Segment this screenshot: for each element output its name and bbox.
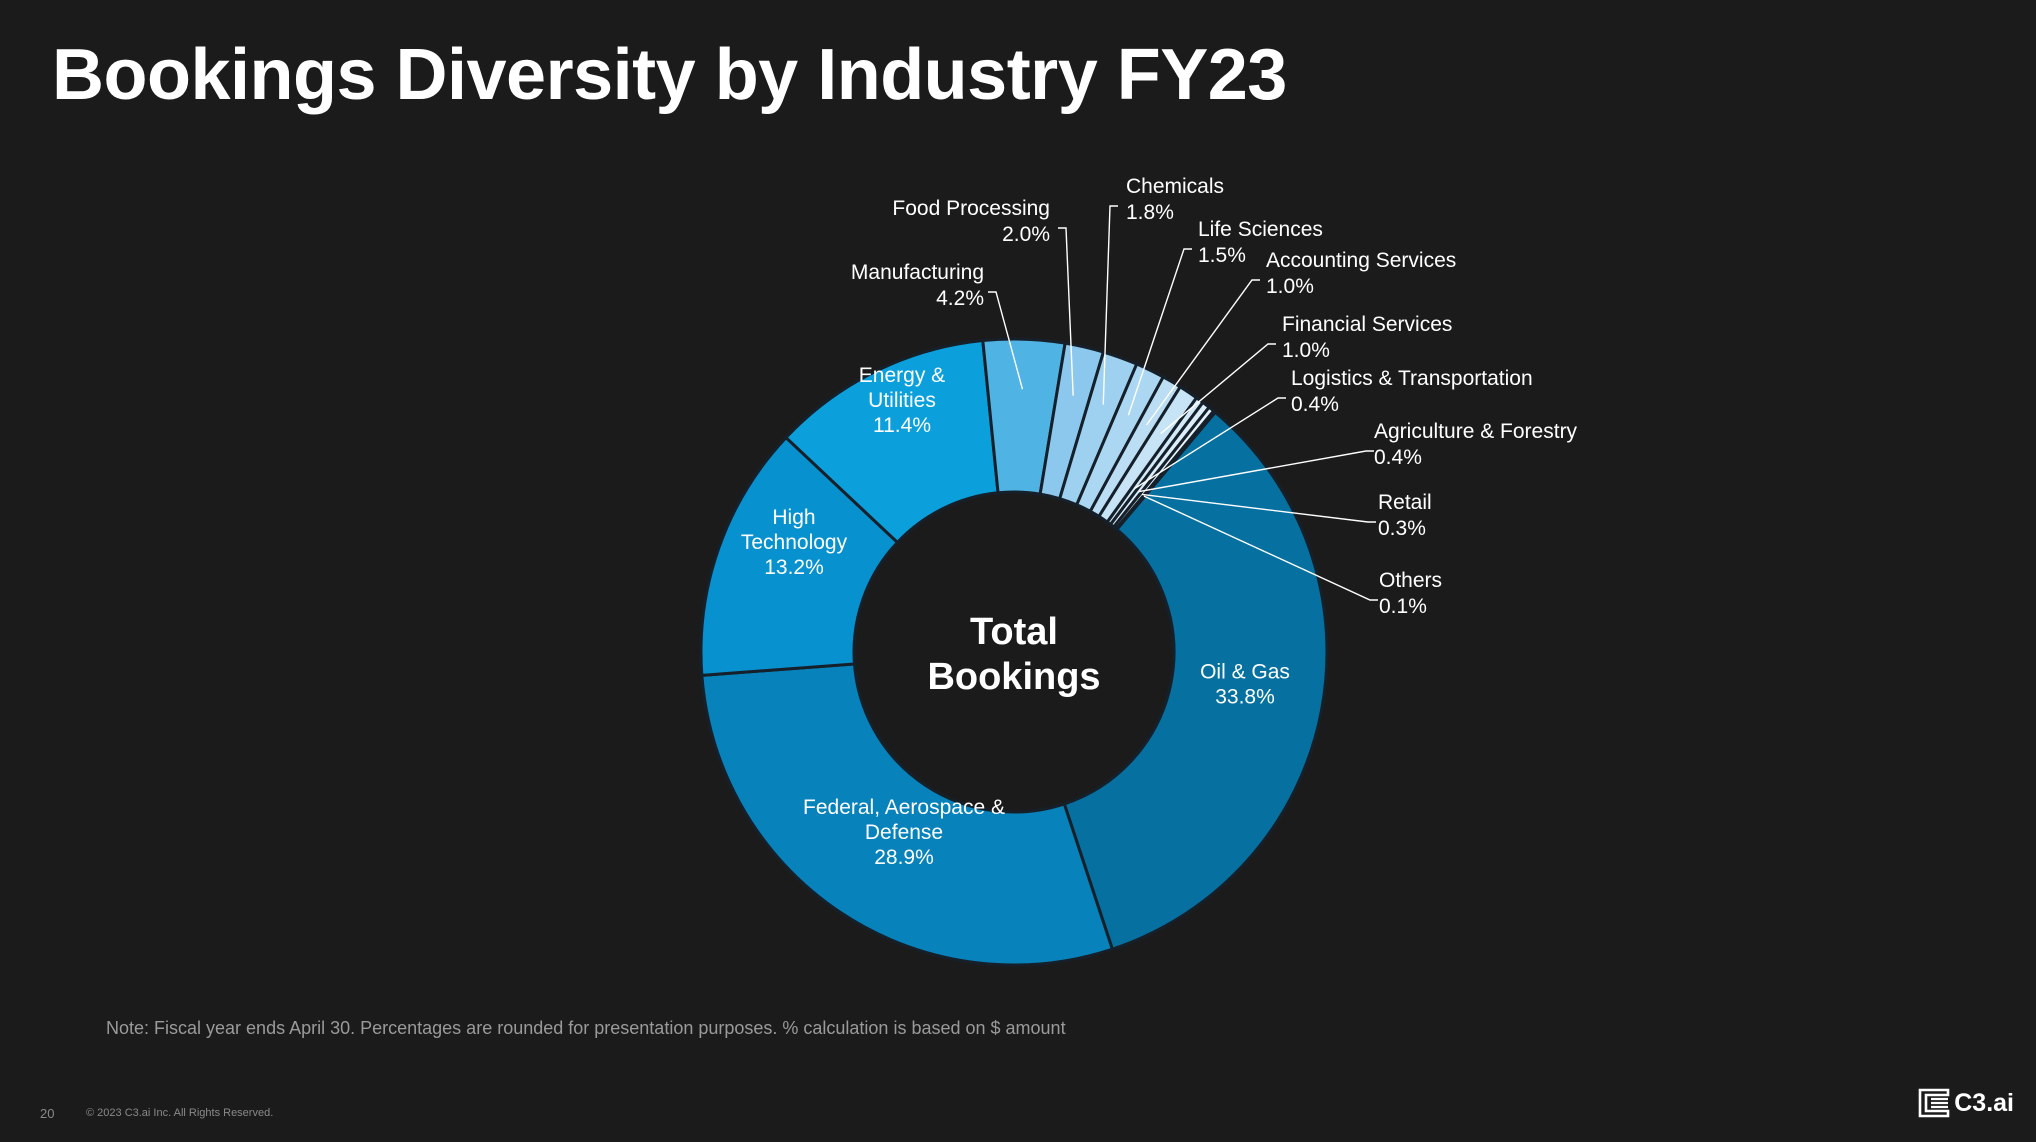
category-label-financial-services: Financial Services [1282,313,1452,336]
category-label-chemicals: Chemicals [1126,175,1224,198]
data-label-agriculture-forestry: 0.4% [1374,446,1422,469]
category-label-others: Others [1379,569,1442,592]
chart-slices [699,337,1329,967]
category-label-federal-aerospace-defense: Federal, Aerospace & [803,796,1005,819]
slice-others [1113,408,1218,532]
leader-line-logistics-transportation [1134,397,1286,490]
copyright-text: © 2023 C3.ai Inc. All Rights Reserved. [86,1107,274,1119]
leader-line-accounting-services [1146,279,1260,426]
category-label-high-technology: Technology [741,531,848,554]
slice-oil-gas [1062,410,1329,952]
leader-line-others [1143,495,1378,601]
category-label-retail: Retail [1378,491,1432,514]
category-label-high-technology: High [772,506,815,529]
slice-energy-utilities [783,338,1000,545]
category-label-food-processing: Food Processing [892,197,1050,220]
data-label-financial-services: 1.0% [1282,339,1330,362]
data-label-manufacturing: 4.2% [936,287,984,310]
page-number: 20 [40,1106,55,1121]
c3-logo-icon [1918,1088,1950,1118]
center-label-line: Total [970,611,1058,653]
c3-logo: C3.ai [1918,1088,2014,1118]
leader-line-life-sciences [1127,248,1192,416]
data-label-energy-utilities: 11.4% [873,414,931,437]
category-label-federal-aerospace-defense: Defense [865,821,943,844]
leader-line-food-processing [1058,227,1074,396]
data-label-food-processing: 2.0% [1002,223,1050,246]
category-label-manufacturing: Manufacturing [851,261,984,284]
leader-line-agriculture-forestry [1138,450,1374,493]
leader-line-retail [1141,493,1376,523]
data-label-federal-aerospace-defense: 28.9% [874,846,934,869]
data-label-accounting-services: 1.0% [1266,275,1314,298]
data-label-oil-gas: 33.8% [1215,686,1275,709]
slide-title: Bookings Diversity by Industry FY23 [52,35,1287,115]
center-label-line: Bookings [927,656,1100,698]
footnote: Note: Fiscal year ends April 30. Percent… [106,1018,1066,1038]
data-label-chemicals: 1.8% [1126,201,1174,224]
leader-line-chemicals [1102,205,1118,405]
data-label-high-technology: 13.2% [764,556,824,579]
leader-line-financial-services [1160,343,1276,435]
data-label-life-sciences: 1.5% [1198,244,1246,267]
data-label-retail: 0.3% [1378,517,1426,540]
category-label-accounting-services: Accounting Services [1266,249,1456,272]
category-label-logistics-transportation: Logistics & Transportation [1291,367,1533,390]
data-label-others: 0.1% [1379,595,1427,618]
category-label-oil-gas: Oil & Gas [1200,661,1290,684]
chart-leader-lines [988,205,1378,601]
category-label-energy-utilities: Energy & [859,364,945,387]
data-label-logistics-transportation: 0.4% [1291,393,1339,416]
category-label-energy-utilities: Utilities [868,389,936,412]
category-label-agriculture-forestry: Agriculture & Forestry [1374,420,1578,443]
category-label-life-sciences: Life Sciences [1198,218,1323,241]
slice-federal-aerospace-defense [700,662,1115,967]
leader-line-manufacturing [988,291,1024,390]
logo-text: C3.ai [1954,1088,2014,1117]
